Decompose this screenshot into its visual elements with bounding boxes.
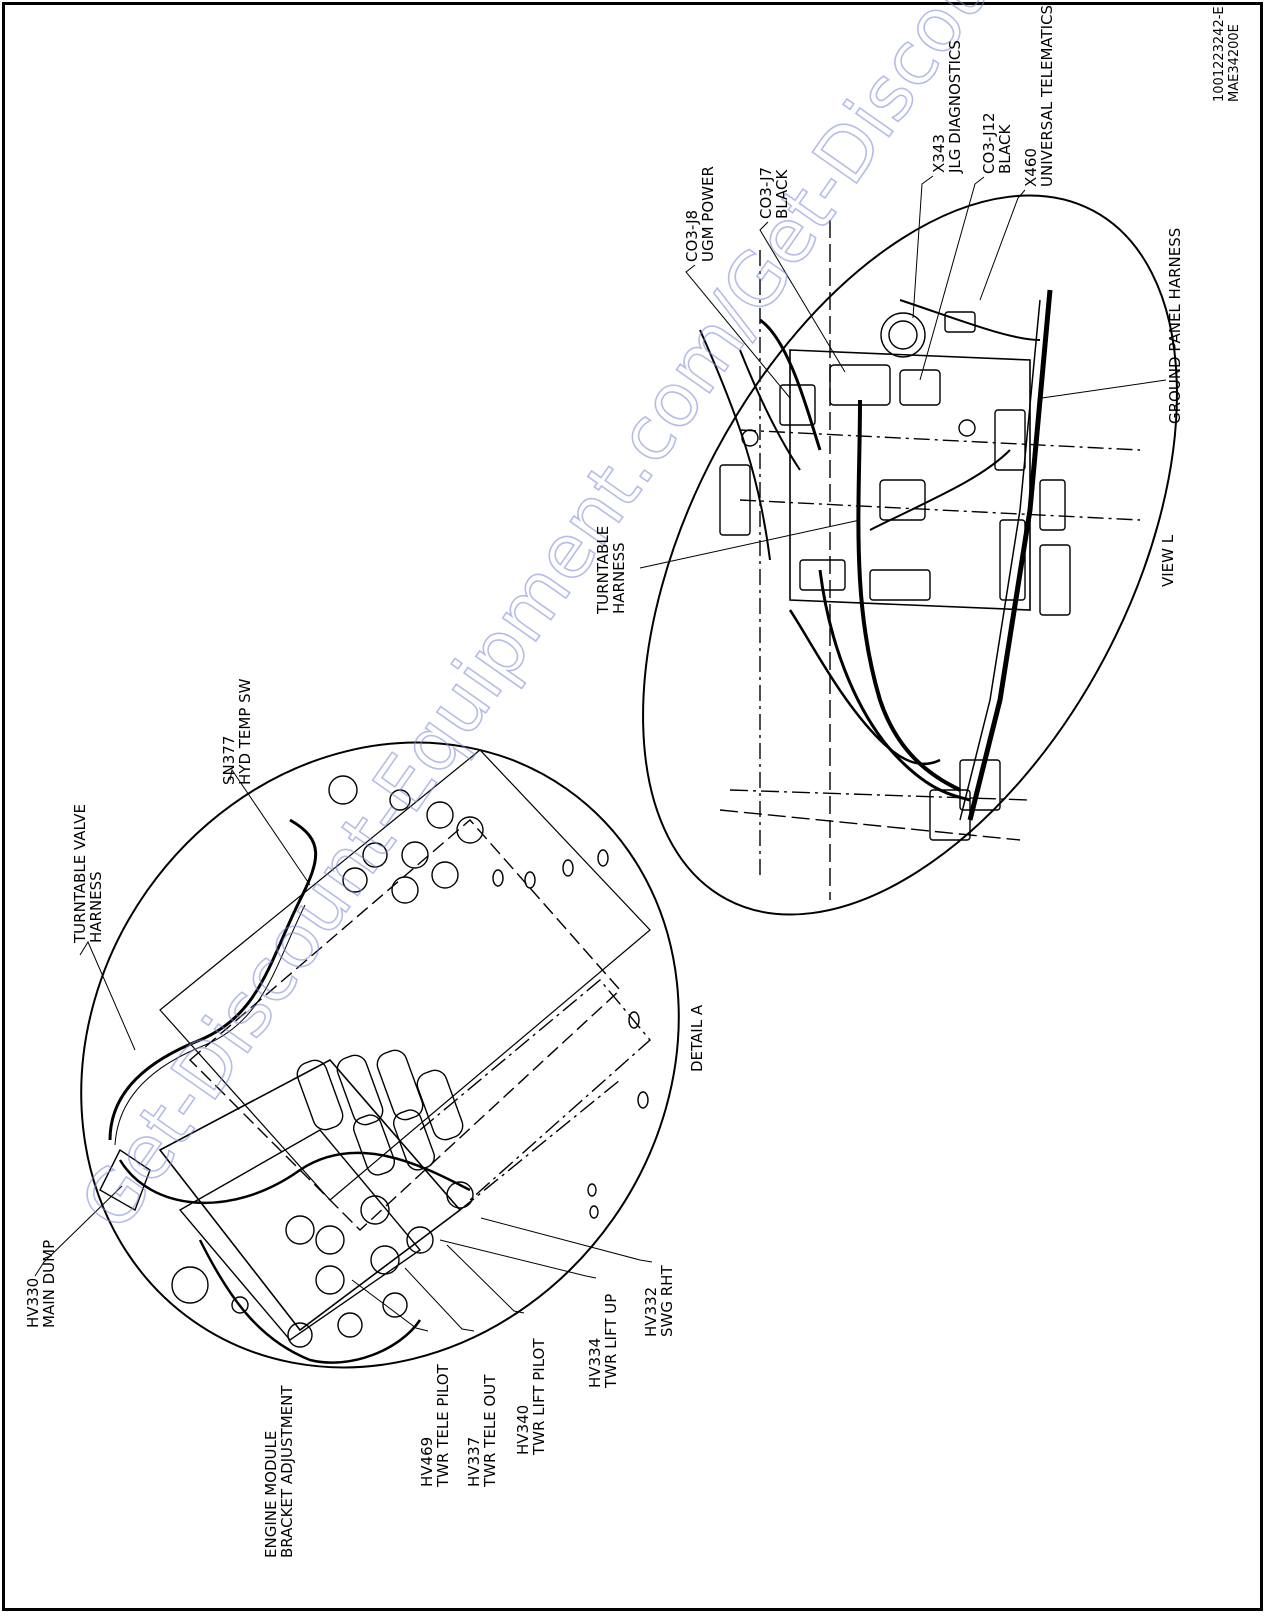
turntable-line-1: TURNTABLE xyxy=(594,526,612,615)
label-co3-j7: CO3-J7 BLACK xyxy=(757,167,791,219)
label-hv332: HV332 SWG RHT xyxy=(642,1265,676,1337)
hv332-desc: SWG RHT xyxy=(658,1265,676,1337)
co3-j8-desc: UGM POWER xyxy=(699,166,717,262)
engine-line-1: ENGINE MODULE xyxy=(262,1431,280,1558)
label-co3-j12: CO3-J12 BLACK xyxy=(980,112,1014,174)
sn377-code: SN377 xyxy=(220,736,238,785)
label-co3-j8: CO3-J8 UGM POWER xyxy=(683,166,717,262)
hv469-desc: TWR TELE PILOT xyxy=(434,1363,452,1488)
co3-j7-desc: BLACK xyxy=(773,169,791,219)
detail-a-illustration xyxy=(80,741,680,1369)
label-x460: X460 UNIVERSAL TELEMATICS xyxy=(1022,5,1056,187)
co3-j12-desc: BLACK xyxy=(996,124,1014,174)
co3-j7-code: CO3-J7 xyxy=(757,167,775,219)
harness-line-1: TURNTABLE VALVE xyxy=(71,804,89,944)
engine-line-2: BRACKET ADJUSTMENT xyxy=(278,1385,296,1558)
label-hv337: HV337 TWR TELE OUT xyxy=(465,1374,499,1488)
turntable-line-2: HARNESS xyxy=(610,542,628,614)
label-sn377: SN377 HYD TEMP SW xyxy=(220,678,254,785)
hv332-code: HV332 xyxy=(642,1287,660,1337)
view-l-title: VIEW L xyxy=(1159,534,1177,587)
label-hv330: HV330 MAIN DUMP xyxy=(24,1240,58,1328)
co3-j12-code: CO3-J12 xyxy=(980,112,998,174)
label-hv334: HV334 TWR LIFT UP xyxy=(586,1294,620,1389)
label-hv469: HV469 TWR TELE PILOT xyxy=(418,1363,452,1488)
drawing-id: 1001223242-E MAE34200E xyxy=(1212,6,1242,102)
view-l-labels: TURNTABLE HARNESS CO3-J8 UGM POWER CO3-J… xyxy=(594,5,1184,615)
hv340-code: HV340 xyxy=(514,1405,532,1455)
label-hv340: HV340 TWR LIFT PILOT xyxy=(514,1338,548,1456)
x460-code: X460 xyxy=(1022,148,1040,187)
hv337-desc: TWR TELE OUT xyxy=(481,1374,499,1488)
hv337-code: HV337 xyxy=(465,1437,483,1487)
leader-lines xyxy=(34,175,1167,1332)
label-engine-module: ENGINE MODULE BRACKET ADJUSTMENT xyxy=(262,1385,296,1558)
label-turntable-valve-harness: TURNTABLE VALVE HARNESS xyxy=(71,804,105,944)
x343-desc: JLG DIAGNOSTICS xyxy=(946,40,964,174)
drawing-id-line-2: MAE34200E xyxy=(1227,24,1242,102)
harness-line-2: HARNESS xyxy=(87,871,105,943)
hv340-desc: TWR LIFT PILOT xyxy=(530,1338,548,1456)
watermark: Get-Discount-Equipment.com/Get-Discount-… xyxy=(64,0,1174,1245)
hv469-code: HV469 xyxy=(418,1437,436,1487)
view-l-illustration xyxy=(642,194,1178,916)
detail-a-labels: HV330 MAIN DUMP TURNTABLE VALVE HARNESS … xyxy=(24,678,706,1558)
x343-code: X343 xyxy=(930,134,948,173)
detail-a-title: DETAIL A xyxy=(688,1004,706,1072)
label-turntable-harness: TURNTABLE HARNESS xyxy=(594,526,628,615)
x460-desc: UNIVERSAL TELEMATICS xyxy=(1038,5,1056,187)
hv330-desc: MAIN DUMP xyxy=(40,1240,58,1328)
co3-j8-code: CO3-J8 xyxy=(683,210,701,262)
label-x343: X343 JLG DIAGNOSTICS xyxy=(930,40,964,174)
hv334-code: HV334 xyxy=(586,1338,604,1388)
drawing-id-line-1: 1001223242-E xyxy=(1212,6,1227,102)
ground-panel-harness-label: GROUND PANEL HARNESS xyxy=(1166,228,1184,424)
sn377-desc: HYD TEMP SW xyxy=(236,678,254,785)
hv330-code: HV330 xyxy=(24,1278,42,1328)
hv334-desc: TWR LIFT UP xyxy=(602,1294,620,1389)
